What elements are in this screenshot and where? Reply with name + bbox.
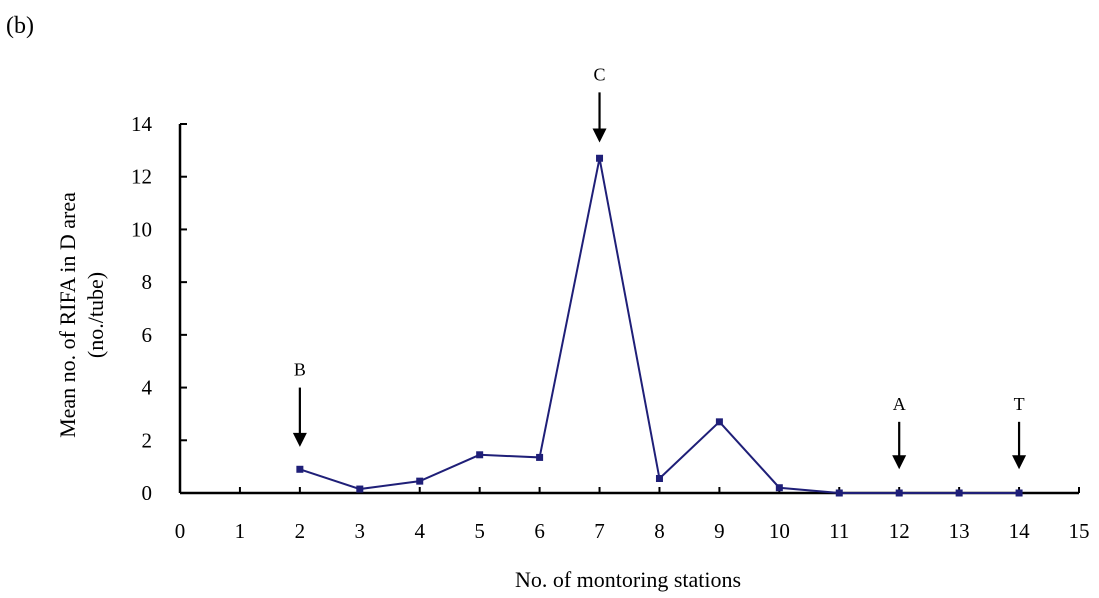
- x-tick-label: 0: [175, 519, 186, 543]
- annotation-label: B: [294, 360, 306, 380]
- series-line: [299, 158, 1020, 494]
- data-point: [536, 453, 544, 461]
- annotation-arrow-head: [592, 128, 607, 143]
- x-tick-label: 8: [654, 519, 665, 543]
- annotations: B C A T: [292, 64, 1027, 470]
- x-tick-label: 2: [295, 519, 306, 543]
- x-tick-label: 13: [949, 519, 970, 543]
- data-point: [356, 485, 364, 493]
- annotation-arrow-head: [1012, 455, 1027, 470]
- x-axis-title: No. of montoring stations: [515, 567, 741, 592]
- data-point: [895, 489, 903, 497]
- y-tick-label: 6: [142, 323, 153, 347]
- x-tick-label: 5: [474, 519, 485, 543]
- annotation-label: C: [594, 64, 606, 84]
- x-tick-label: 11: [829, 519, 849, 543]
- annotation-arrow-head: [292, 432, 307, 447]
- x-tick-label: 4: [414, 519, 425, 543]
- x-tick-label: 15: [1069, 519, 1090, 543]
- y-axis-title-line2: (no./tube): [83, 272, 108, 358]
- x-tick-label: 1: [235, 519, 246, 543]
- x-tick-label: 6: [534, 519, 545, 543]
- y-tick-label: 8: [142, 270, 153, 294]
- annotation-arrow-head: [892, 455, 907, 470]
- x-tick-label: 9: [714, 519, 725, 543]
- data-point: [596, 154, 604, 162]
- annotation-label: T: [1014, 394, 1025, 414]
- y-axis-title-line1: Mean no. of RIFA in D area: [55, 192, 80, 438]
- data-point: [655, 475, 663, 483]
- data-point: [715, 418, 723, 426]
- annotation-label: A: [893, 394, 906, 414]
- y-tick-label: 12: [131, 165, 152, 189]
- data-point: [416, 477, 424, 485]
- data-point: [835, 489, 843, 497]
- y-tick-label: 0: [142, 481, 153, 505]
- x-tick-label: 12: [889, 519, 910, 543]
- panel-label: (b): [6, 13, 34, 39]
- y-tick-label: 4: [142, 376, 153, 400]
- x-tick-label: 10: [769, 519, 790, 543]
- y-axis-title: Mean no. of RIFA in D area (no./tube): [55, 192, 108, 438]
- x-tick-label: 7: [594, 519, 605, 543]
- y-tick-label: 14: [131, 112, 153, 136]
- data-point: [955, 489, 963, 497]
- series: [296, 154, 1023, 497]
- y-tick-label: 10: [131, 217, 152, 241]
- x-tick-label: 3: [355, 519, 366, 543]
- axes: [178, 124, 1079, 495]
- data-point: [476, 451, 484, 459]
- data-point: [775, 484, 783, 492]
- data-point: [1015, 489, 1023, 497]
- data-point: [296, 465, 304, 473]
- y-tick-label: 2: [142, 428, 153, 452]
- x-tick-label: 14: [1009, 519, 1031, 543]
